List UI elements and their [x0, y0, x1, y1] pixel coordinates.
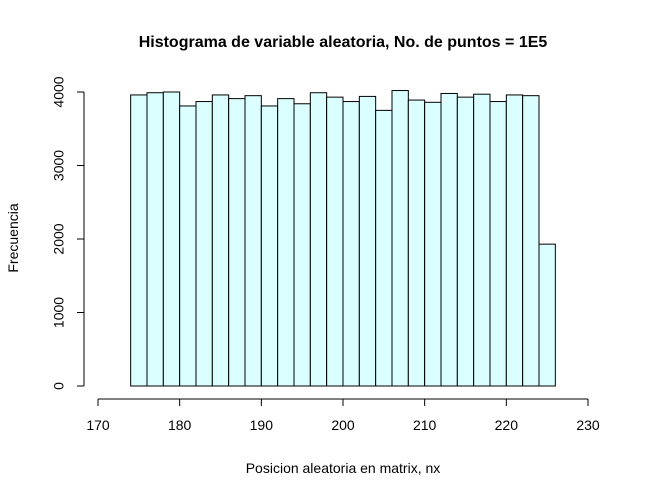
y-axis-label: Frecuencia: [5, 203, 21, 272]
histogram-bar: [130, 94, 148, 387]
histogram-bar: [293, 103, 311, 387]
histogram-bar: [162, 91, 181, 387]
x-tick-label: 180: [168, 417, 192, 433]
y-tick-label: 3000: [51, 150, 67, 181]
histogram-bar: [473, 93, 491, 387]
histogram-bar: [407, 99, 426, 387]
histogram-bar: [228, 98, 246, 387]
y-tick-label: 0: [51, 382, 67, 390]
chart-title: Histograma de variable aleatoria, No. de…: [139, 34, 548, 51]
histogram-bar: [260, 105, 279, 387]
histogram-bar: [505, 94, 524, 387]
histogram-bar: [489, 101, 507, 387]
histogram-bar: [342, 101, 360, 387]
histogram-bar: [440, 92, 458, 387]
histogram-bar: [391, 90, 409, 387]
histogram-bar: [179, 105, 197, 387]
x-tick-label: 230: [576, 417, 600, 433]
y-axis: 0 1000 2000 3000 4000: [51, 76, 85, 390]
histogram-bar: [538, 243, 556, 387]
histogram-bar: [358, 95, 377, 387]
y-tick-label: 4000: [51, 76, 67, 107]
x-axis-label: Posicion aleatoria en matrix, nx: [246, 460, 441, 476]
x-tick-label: 220: [495, 417, 519, 433]
histogram-bar: [146, 92, 164, 387]
histogram-bar: [326, 96, 344, 387]
x-tick-label: 170: [86, 417, 110, 433]
histogram-bar: [375, 109, 393, 387]
histogram-bar: [424, 101, 442, 387]
histogram-bar: [309, 92, 328, 387]
x-axis: 170 180 190 200 210 220 230: [86, 398, 600, 433]
histogram-bar: [211, 94, 230, 387]
y-tick-label: 1000: [51, 297, 67, 328]
histogram-bar: [277, 98, 295, 387]
y-tick-label: 2000: [51, 223, 67, 254]
histogram-bar: [456, 96, 475, 387]
histogram-bar: [244, 95, 262, 387]
histogram-bar: [522, 95, 540, 387]
x-tick-label: 190: [250, 417, 274, 433]
x-tick-label: 210: [413, 417, 437, 433]
bars-group: [130, 90, 556, 387]
x-tick-label: 200: [331, 417, 355, 433]
histogram-bar: [195, 101, 213, 387]
